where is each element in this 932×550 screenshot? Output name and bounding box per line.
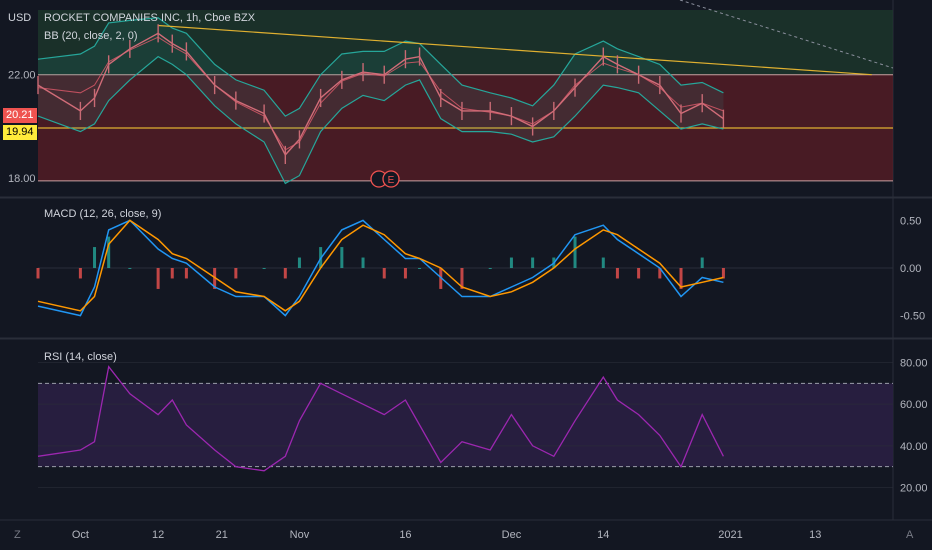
- time-tick-label: 2021: [718, 529, 742, 541]
- macd-histogram-bar: [658, 268, 662, 279]
- macd-histogram-bar: [403, 268, 407, 279]
- macd-histogram-bar: [601, 257, 605, 268]
- macd-histogram-bar: [615, 268, 619, 279]
- macd-histogram-bar: [340, 247, 344, 268]
- macd-signal-line: [37, 219, 724, 312]
- resistance-zone: [38, 10, 893, 75]
- macd-histogram-bar: [531, 257, 535, 268]
- macd-histogram-bar: [460, 268, 464, 289]
- macd-histogram-bar: [184, 268, 188, 279]
- rsi-tick-label: 40.00: [900, 441, 928, 453]
- rsi-indicator-label[interactable]: RSI (14, close): [44, 351, 117, 363]
- macd-histogram-bar: [297, 257, 301, 268]
- macd-histogram-bar: [361, 257, 365, 268]
- time-tick-label: 13: [809, 529, 821, 541]
- macd-tick-label: 0.50: [900, 215, 921, 227]
- rsi-line: [37, 365, 724, 472]
- macd-tick-label: -0.50: [900, 311, 925, 323]
- bollinger-upper-band: [37, 17, 724, 117]
- macd-histogram-bar: [128, 268, 132, 269]
- time-tick-label: Dec: [502, 529, 522, 541]
- earnings-event-label: E: [388, 175, 395, 186]
- macd-histogram-bar: [721, 268, 725, 279]
- macd-histogram-bar: [418, 268, 422, 269]
- macd-histogram-bar: [509, 257, 513, 268]
- time-tick-label: 21: [216, 529, 228, 541]
- time-tick-label: Nov: [290, 529, 310, 541]
- rsi-tick-label: 80.00: [900, 358, 928, 370]
- earnings-event-marker: [382, 170, 400, 188]
- time-tick-label: 12: [152, 529, 164, 541]
- price-tick-label: 18.00: [8, 173, 36, 185]
- rsi-tick-label: 20.00: [900, 483, 928, 495]
- time-tick-label: 14: [597, 529, 609, 541]
- time-tick-label: Oct: [72, 529, 89, 541]
- timezone-icon[interactable]: Z: [14, 529, 21, 541]
- macd-histogram-bar: [262, 268, 266, 269]
- projection-line: [679, 0, 894, 69]
- macd-histogram-bar: [700, 257, 704, 268]
- macd-histogram-bar: [78, 268, 82, 279]
- last-price-tag: 20.21: [3, 108, 37, 123]
- price-tick-label: 22.00: [8, 70, 36, 82]
- macd-tick-label: 0.00: [900, 263, 921, 275]
- macd-histogram-bar: [107, 236, 111, 268]
- macd-histogram-bar: [382, 268, 386, 279]
- macd-histogram-bar: [637, 268, 641, 279]
- auto-scale-icon[interactable]: A: [906, 529, 914, 541]
- macd-indicator-label[interactable]: MACD (12, 26, close, 9): [44, 208, 162, 220]
- time-tick-label: 16: [399, 529, 411, 541]
- currency-label: USD: [8, 12, 32, 24]
- macd-histogram-bar: [488, 268, 492, 269]
- macd-histogram-bar: [93, 247, 97, 268]
- bollinger-lower-band: [37, 55, 724, 185]
- descending-trendline: [158, 24, 872, 76]
- rsi-band-fill: [38, 383, 893, 467]
- macd-histogram-bar: [679, 268, 683, 289]
- macd-histogram-bar: [36, 268, 40, 279]
- macd-histogram-bar: [156, 268, 160, 289]
- macd-histogram-bar: [573, 236, 577, 268]
- macd-line: [37, 219, 724, 317]
- macd-histogram-bar: [234, 268, 238, 279]
- macd-histogram-bar: [213, 268, 217, 289]
- symbol-title[interactable]: ROCKET COMPANIES INC, 1h, Cboe BZX: [44, 12, 256, 24]
- bb-indicator-label[interactable]: BB (20, close, 2, 0): [44, 30, 138, 42]
- macd-histogram-bar: [170, 268, 174, 279]
- rsi-tick-label: 60.00: [900, 399, 928, 411]
- macd-histogram-bar: [283, 268, 287, 279]
- support-price-tag: 19.94: [3, 125, 37, 140]
